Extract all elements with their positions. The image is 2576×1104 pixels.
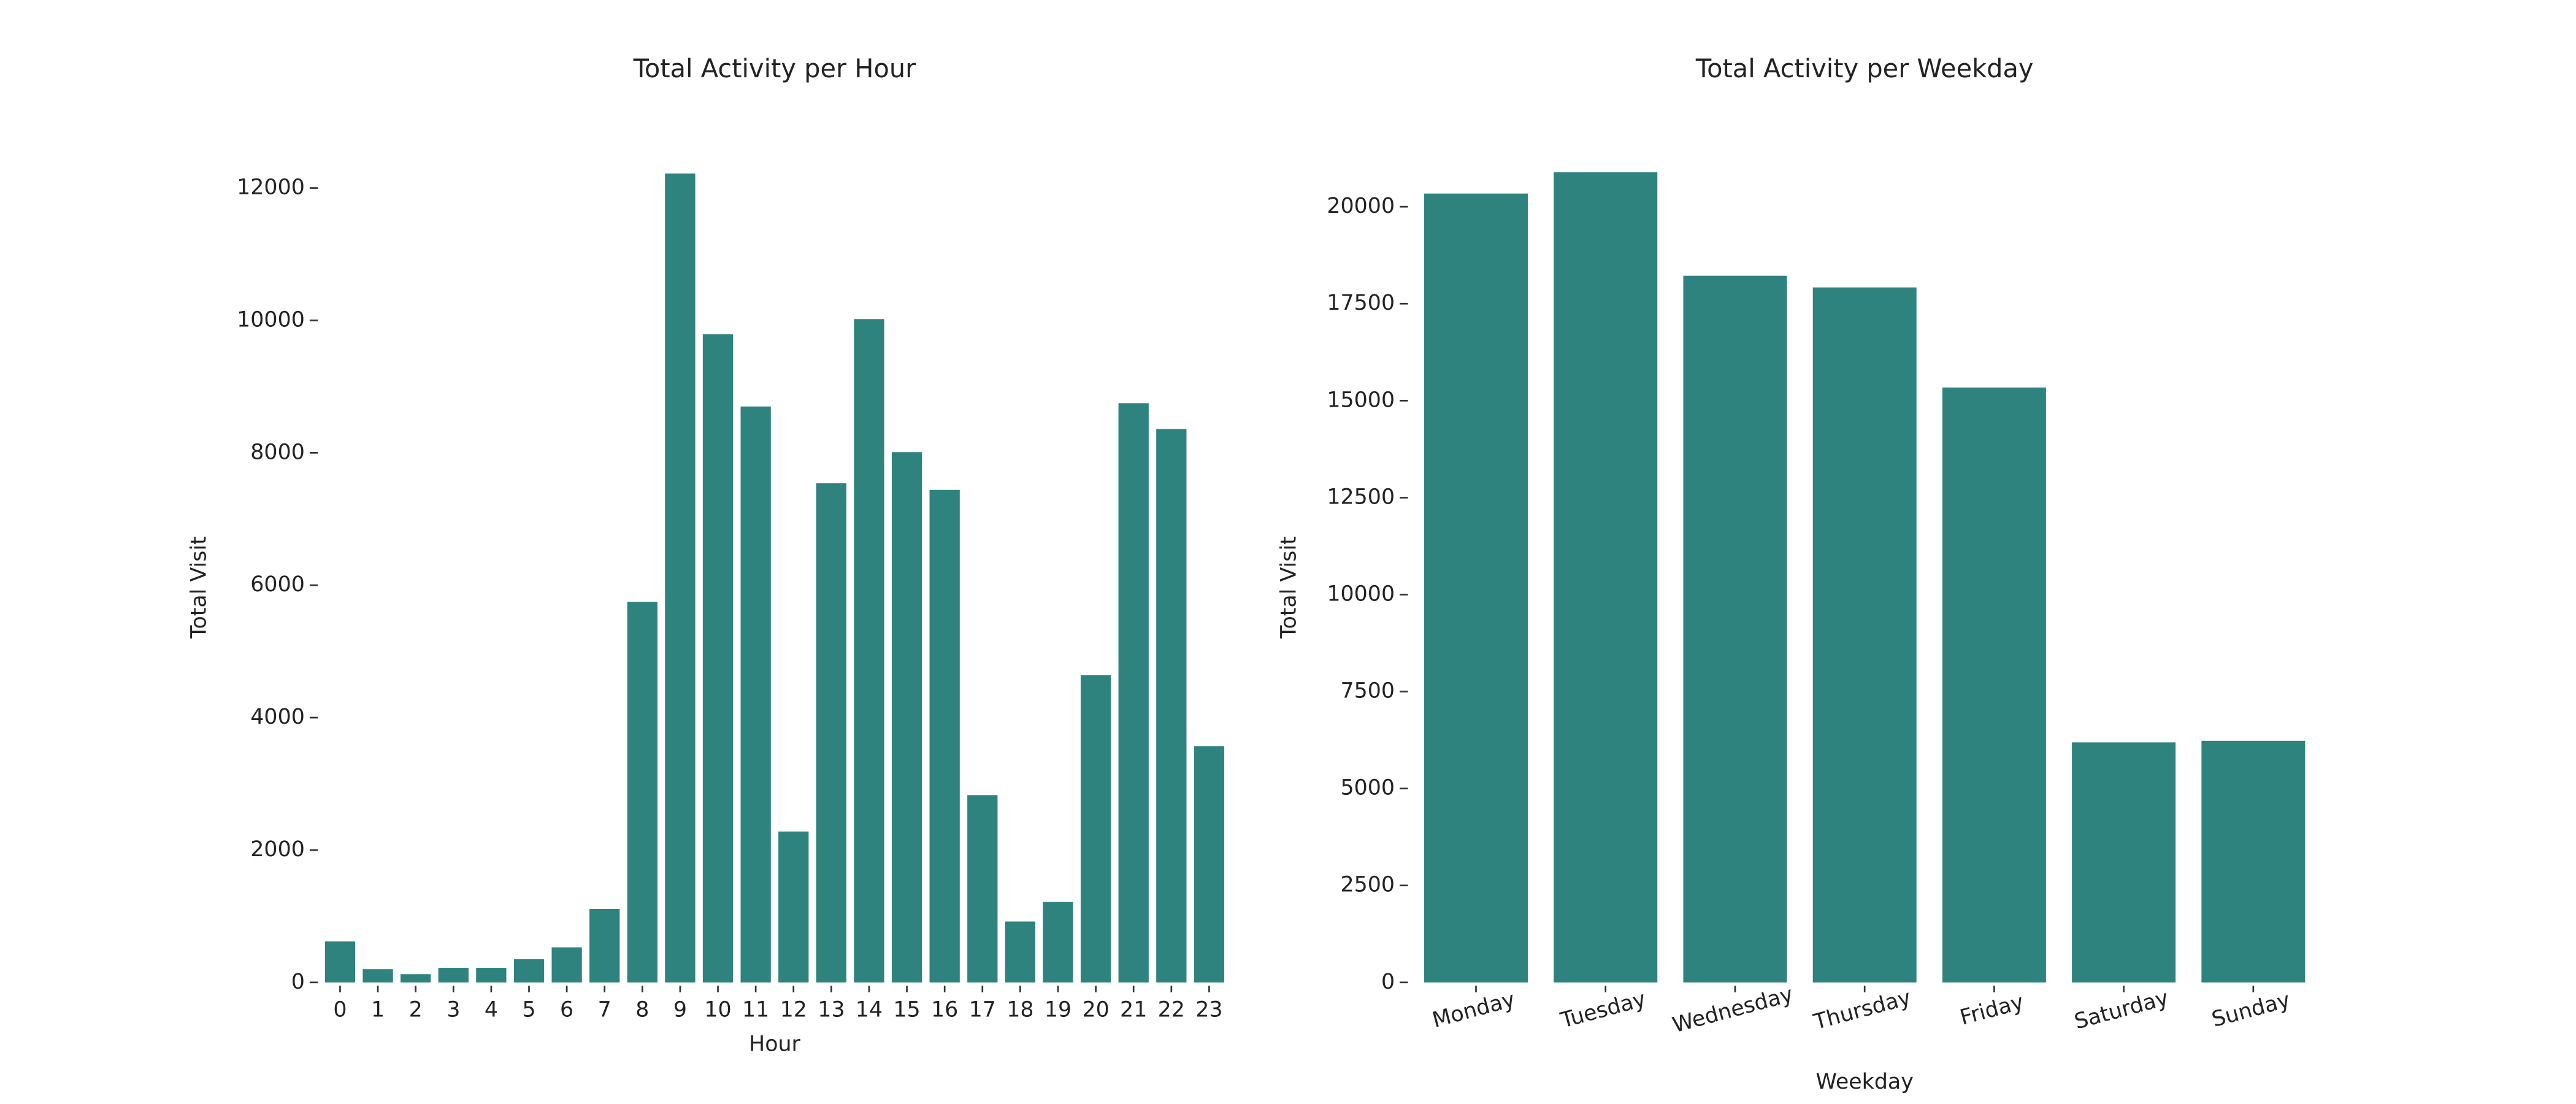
y-tick-label: 0 [291, 970, 305, 994]
x-tick-label: 18 [1006, 997, 1033, 1022]
bar [1080, 675, 1111, 983]
x-tick-label: 15 [893, 997, 920, 1022]
bar [702, 334, 734, 983]
x-tick-label: 22 [1158, 997, 1185, 1022]
x-tick-label: 21 [1120, 997, 1147, 1022]
y-tick-label: 7500 [1340, 679, 1395, 703]
bar [1005, 921, 1036, 983]
bar [778, 831, 809, 983]
x-tick-label: 7 [598, 997, 611, 1022]
x-axis-label: Weekday [1815, 1070, 1913, 1094]
bar [1812, 287, 1917, 983]
bar [854, 319, 884, 983]
y-tick-label: 5000 [1340, 776, 1395, 800]
bar [1118, 403, 1149, 983]
x-tick-label: 19 [1045, 997, 1071, 1022]
bar [1194, 746, 1225, 983]
y-axis-label: Total Visit [186, 536, 211, 639]
bar [967, 795, 998, 983]
y-tick-label: 4000 [250, 705, 305, 729]
y-tick-label: 12500 [1327, 485, 1395, 509]
x-tick-label: 0 [333, 997, 347, 1022]
bar [665, 173, 696, 983]
bar [891, 452, 922, 983]
bar [740, 406, 771, 983]
y-tick-label: 17500 [1327, 291, 1395, 315]
bar [2201, 740, 2306, 983]
x-tick-label: 14 [856, 997, 883, 1022]
x-axis-label: Hour [749, 1032, 801, 1057]
bar [1156, 429, 1187, 983]
bar [1424, 193, 1528, 983]
bar [627, 602, 657, 983]
chart-title: Total Activity per Hour [633, 53, 917, 83]
x-tick-label: 17 [969, 997, 996, 1022]
bar [438, 968, 469, 983]
y-tick-label: 0 [1381, 970, 1395, 994]
x-tick-label: 2 [409, 997, 423, 1022]
y-tick-label: 20000 [1327, 194, 1395, 218]
x-tick-label: 11 [742, 997, 769, 1022]
bar [1554, 172, 1658, 983]
bar [362, 969, 393, 983]
bar [401, 974, 431, 983]
x-tick-label: 8 [635, 997, 649, 1022]
chart-title: Total Activity per Weekday [1695, 53, 2034, 83]
bar [1942, 387, 2046, 983]
x-tick-label: 10 [704, 997, 731, 1022]
x-tick-label: 23 [1195, 997, 1222, 1022]
y-tick-label: 12000 [237, 175, 305, 200]
x-tick-label: 3 [447, 997, 460, 1022]
bar [324, 941, 356, 983]
x-tick-label: 6 [560, 997, 573, 1022]
y-tick-label: 2000 [250, 837, 305, 862]
x-tick-label: 12 [780, 997, 807, 1022]
y-tick-label: 10000 [1327, 581, 1395, 606]
bar [476, 968, 507, 983]
x-tick-label: 13 [818, 997, 845, 1022]
y-tick-label: 15000 [1327, 388, 1395, 412]
x-tick-label: 20 [1082, 997, 1109, 1022]
x-tick-label: 9 [673, 997, 687, 1022]
x-tick-label: 16 [931, 997, 958, 1022]
y-tick-label: 10000 [237, 307, 305, 332]
y-axis-label: Total Visit [1277, 536, 1301, 639]
x-tick-label: 1 [371, 997, 385, 1022]
bar [1683, 275, 1787, 983]
bar [929, 489, 960, 983]
x-tick-label: 5 [522, 997, 535, 1022]
y-tick-label: 6000 [250, 572, 305, 597]
x-tick-label: 4 [485, 997, 498, 1022]
bar [551, 947, 582, 983]
bar [816, 483, 846, 983]
y-tick-label: 8000 [250, 440, 305, 464]
bar [589, 908, 620, 983]
bar [513, 959, 545, 983]
y-tick-label: 2500 [1340, 873, 1395, 897]
bar [1043, 902, 1073, 983]
bar [2072, 742, 2176, 983]
